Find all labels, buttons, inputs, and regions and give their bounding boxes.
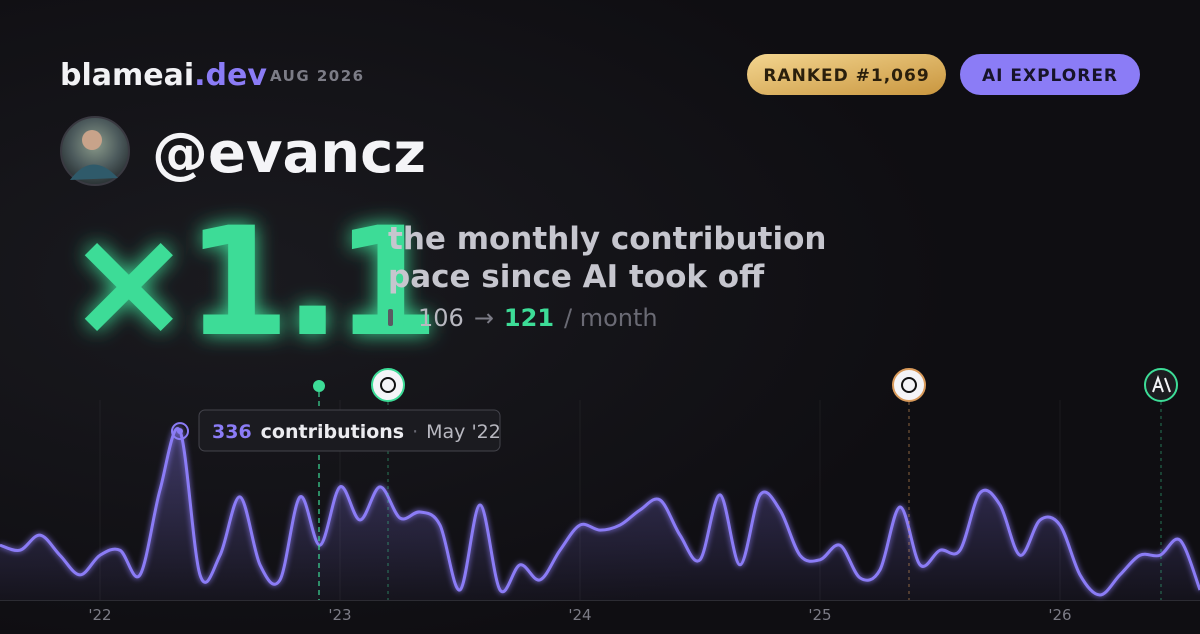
tooltip-sep: · <box>412 421 418 443</box>
line <box>0 427 1200 597</box>
unit: / month <box>564 304 658 332</box>
before-icon <box>388 309 393 326</box>
events <box>313 368 1178 600</box>
rank-badge-text: RANKED #1,069 <box>763 66 929 86</box>
avatar <box>60 116 130 186</box>
tier-badge <box>960 54 1140 95</box>
x-tick-label: '26 <box>1048 606 1071 624</box>
tooltip-box <box>198 409 501 452</box>
after-value: 121 <box>504 304 554 332</box>
arrow: → <box>474 304 494 332</box>
highlight-ring <box>171 422 189 441</box>
tooltip: 336 contributions · May '22 <box>198 409 501 452</box>
multiplier: ×1.1 <box>66 196 433 370</box>
area <box>0 428 1200 600</box>
tooltip-label: contributions <box>261 421 404 443</box>
x-tick-label: '25 <box>808 606 831 624</box>
x-tick-label: '23 <box>328 606 351 624</box>
highlight-dot <box>177 428 183 435</box>
tooltip-date: May '22 <box>426 421 501 443</box>
plot: '22 '23 '24 '25 '26 <box>0 400 1200 624</box>
caption-line: pace since AI took off <box>388 259 765 295</box>
rank-badge <box>747 54 946 95</box>
tier-badge-text: AI EXPLORER <box>982 66 1118 86</box>
brand-name: blameai <box>60 58 194 93</box>
brand: blameai.dev <box>60 58 267 93</box>
caption-line: the monthly contribution <box>388 221 826 257</box>
pace-row: 106 → 121 / month <box>418 304 658 332</box>
before-value: 106 <box>418 304 464 332</box>
brand-tld: .dev <box>194 58 267 93</box>
x-tick-label: '22 <box>88 606 111 624</box>
after-icon <box>398 307 404 326</box>
tooltip-text: 336 contributions · May '22 <box>212 421 501 443</box>
x-tick-label: '24 <box>568 606 591 624</box>
handle: @evancz <box>152 121 426 186</box>
tooltip-value: 336 <box>212 421 252 443</box>
period: AUG 2026 <box>270 67 365 85</box>
